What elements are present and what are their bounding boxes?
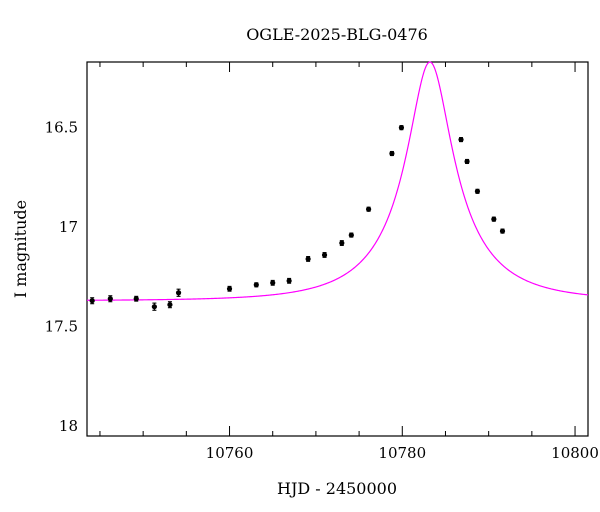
data-point	[348, 232, 354, 238]
data-point	[474, 188, 481, 194]
x-tick-label: 10760	[206, 444, 254, 462]
data-point	[107, 296, 113, 302]
data-point	[133, 296, 139, 302]
data-point	[167, 302, 173, 308]
data-point	[491, 216, 497, 222]
data-point	[286, 278, 292, 284]
data-point	[321, 252, 328, 258]
x-axis-tick-labels: 10760 10780 10800	[206, 444, 599, 462]
data-point	[464, 158, 470, 165]
data-point	[398, 125, 405, 131]
data-point	[151, 304, 157, 310]
data-points	[89, 125, 506, 311]
model-curve	[87, 61, 589, 301]
data-point	[270, 280, 276, 286]
chart-title: OGLE-2025-BLG-0476	[246, 25, 428, 44]
plot-frame	[86, 61, 589, 437]
data-point	[253, 282, 259, 288]
y-tick-label: 17	[59, 218, 78, 236]
x-axis-label: HJD - 2450000	[277, 479, 397, 498]
data-point	[175, 290, 182, 296]
data-point	[458, 136, 464, 143]
data-point	[226, 286, 233, 292]
data-point	[389, 150, 395, 157]
data-point	[89, 298, 95, 304]
x-tick-label: 10800	[551, 444, 599, 462]
x-axis-ticks	[99, 62, 576, 436]
data-point	[339, 240, 345, 246]
y-tick-label: 16.5	[45, 119, 78, 137]
y-tick-label: 17.5	[45, 318, 78, 336]
x-tick-label: 10780	[378, 444, 426, 462]
y-axis-label: I magnitude	[11, 200, 30, 298]
y-tick-label: 18	[59, 417, 78, 435]
data-point	[305, 256, 311, 262]
data-point	[365, 206, 372, 212]
data-point	[499, 228, 506, 234]
y-axis-tick-labels: 16.5 17 17.5 18	[45, 119, 78, 435]
